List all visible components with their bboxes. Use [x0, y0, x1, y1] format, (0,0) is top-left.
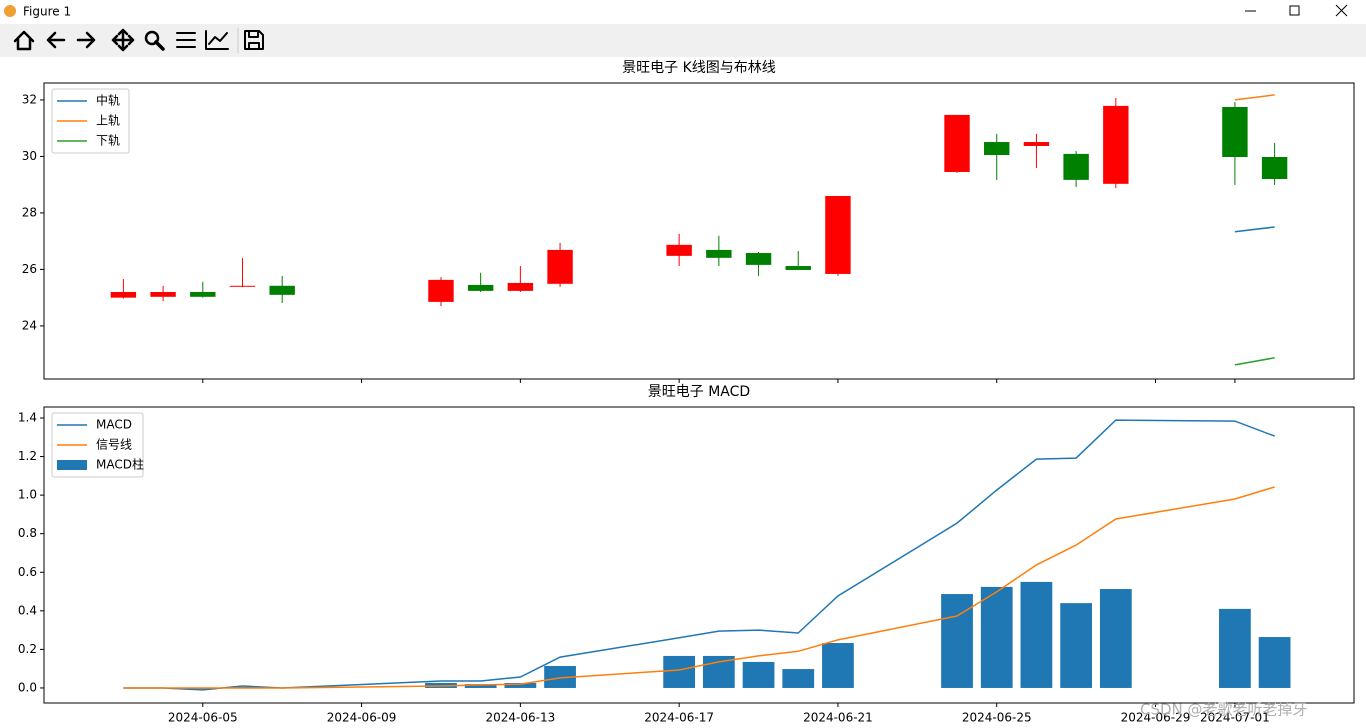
candle-body — [547, 249, 573, 284]
axes-background — [44, 407, 1354, 703]
chart-title: 景旺电子 K线图与布林线 — [622, 60, 776, 76]
candle-body — [229, 285, 256, 287]
window-title: Figure 1 — [23, 5, 71, 19]
y-tick-label: 1.4 — [18, 410, 37, 424]
y-tick-label: 28 — [22, 205, 37, 219]
axes-frame — [43, 82, 1355, 380]
bar — [1258, 637, 1291, 688]
bar — [980, 586, 1013, 688]
candle-body — [428, 279, 454, 302]
legend: MACD 信号线 MACD柱 — [51, 412, 144, 478]
candle-body — [467, 284, 494, 291]
bar — [464, 684, 497, 688]
line-series — [1234, 226, 1275, 233]
line-series — [123, 486, 1275, 689]
save-button[interactable] — [244, 30, 264, 50]
y-tick-label: 0.6 — [18, 565, 37, 579]
y-tick-label: 0.4 — [18, 603, 37, 617]
y-tick-label: 32 — [22, 92, 37, 106]
y-tick-label: 26 — [22, 262, 37, 276]
candle-body — [190, 292, 216, 297]
y-tick-label: 24 — [22, 318, 37, 332]
y-tick-label: 1.2 — [18, 449, 37, 463]
line-series — [1234, 357, 1275, 366]
bar — [822, 643, 854, 688]
legend-swatch — [57, 460, 87, 470]
candle-body — [1261, 157, 1288, 180]
bar — [941, 594, 973, 688]
y-tick-label: 0.8 — [18, 526, 37, 540]
legend-label: MACD柱 — [96, 457, 144, 472]
line-series — [123, 419, 1275, 691]
candle-body — [944, 114, 970, 172]
axes-frame — [43, 406, 1355, 704]
candle-body — [745, 253, 772, 265]
candle-body — [1023, 142, 1050, 146]
maximize-button[interactable] — [1289, 5, 1300, 16]
bar — [1060, 603, 1092, 688]
y-tick-label: 0.0 — [18, 680, 37, 694]
app-icon — [4, 5, 16, 17]
y-tick-label: 30 — [22, 149, 37, 163]
bar — [1219, 608, 1251, 688]
forward-button[interactable] — [76, 31, 96, 49]
x-tick-label: 2024-06-17 — [644, 711, 714, 725]
back-button[interactable] — [46, 31, 66, 49]
y-tick-label: 0.2 — [18, 642, 37, 656]
pan-button[interactable] — [111, 28, 135, 52]
candle-body — [666, 244, 692, 256]
legend-label: 信号线 — [96, 438, 132, 452]
bar — [504, 682, 537, 688]
axes-background — [44, 83, 1354, 379]
candle-body — [825, 195, 851, 274]
home-button[interactable] — [13, 30, 35, 51]
bar — [1020, 581, 1053, 688]
x-tick-label: 2024-07-01 — [1200, 711, 1270, 725]
x-tick-label: 2024-06-29 — [1121, 711, 1191, 725]
title-bar — [0, 0, 1366, 24]
candle-body — [984, 142, 1010, 156]
candle-body — [1103, 105, 1129, 184]
legend-label: 上轨 — [96, 114, 120, 128]
x-tick-label: 2024-06-21 — [803, 711, 873, 725]
candle-body — [706, 249, 732, 258]
line-series — [1234, 94, 1275, 101]
candle-body — [150, 292, 176, 297]
bar — [1099, 589, 1132, 688]
candle-body — [1063, 153, 1089, 180]
candle-body — [785, 266, 811, 270]
zoom-button[interactable] — [144, 30, 160, 46]
edit-axis-button[interactable] — [205, 30, 229, 50]
toolbar — [0, 24, 1366, 57]
close-button[interactable] — [1335, 4, 1348, 17]
x-tick-label: 2024-06-05 — [168, 711, 238, 725]
legend-label: 中轨 — [96, 93, 120, 108]
x-tick-label: 2024-06-13 — [485, 711, 555, 725]
chart-title: 景旺电子 MACD — [648, 384, 750, 400]
watermark: CSDN @老歌老听老掉牙 — [1140, 701, 1308, 719]
candle-body — [507, 282, 534, 291]
bar — [544, 665, 576, 688]
candle-body — [110, 292, 137, 298]
y-tick-label: 1.0 — [18, 488, 37, 502]
bar — [742, 661, 775, 688]
legend-label: MACD — [96, 418, 132, 432]
bar — [663, 655, 696, 688]
candle-body — [269, 285, 295, 295]
legend-label: 下轨 — [96, 134, 120, 148]
candle-body — [1222, 107, 1248, 157]
configure-button[interactable] — [176, 32, 196, 48]
bar — [782, 669, 815, 688]
x-tick-label: 2024-06-25 — [962, 711, 1032, 725]
legend-box — [51, 88, 130, 154]
x-tick-label: 2024-06-09 — [327, 711, 397, 725]
